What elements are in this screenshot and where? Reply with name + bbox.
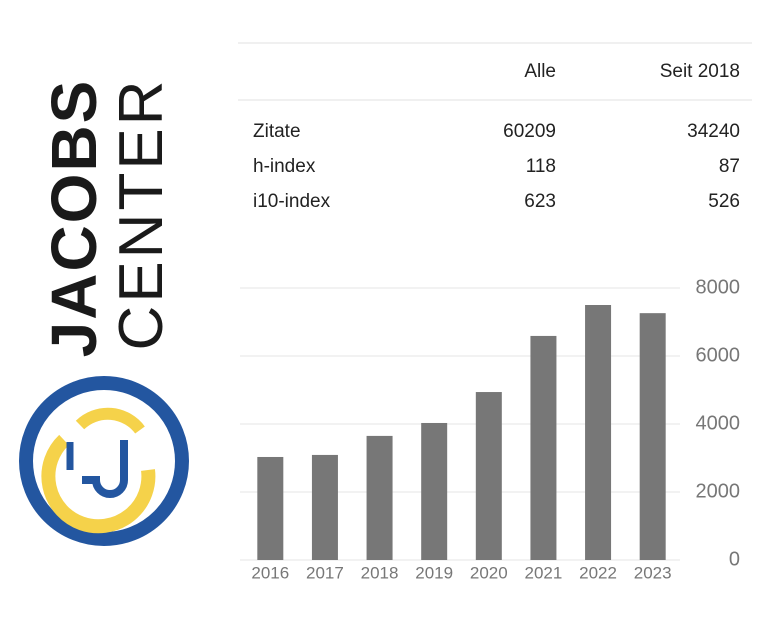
cell: 60209 — [503, 121, 556, 142]
column-header: Alle — [524, 61, 556, 82]
logo-j — [82, 440, 128, 498]
cell: 526 — [708, 191, 740, 212]
logo-ring — [19, 376, 189, 546]
bar — [530, 335, 557, 560]
bar — [421, 422, 448, 560]
row-label: Zitate — [253, 121, 301, 142]
y-tick-label: 6000 — [696, 344, 741, 366]
y-tick-label: 0 — [729, 548, 740, 570]
column-header: Seit 2018 — [660, 61, 740, 82]
x-tick-label: 2016 — [251, 563, 289, 582]
cell: 118 — [526, 156, 556, 177]
chart: 0 2000 4000 6000 8000 2016 2017 2018 2019 2020 202… — [240, 276, 740, 582]
logo-arc — [41, 434, 156, 534]
x-tick-label: 2021 — [525, 563, 563, 582]
x-tick-label: 2019 — [415, 563, 453, 582]
row-label: i10-index — [253, 191, 331, 212]
logo-line2: CENTER — [107, 78, 176, 351]
x-tick-label: 2022 — [579, 563, 617, 582]
y-tick-label: 2000 — [696, 480, 741, 502]
cell: 87 — [719, 156, 740, 177]
bar — [366, 435, 393, 560]
logo: JACOBS CENTER — [19, 78, 189, 546]
bar — [257, 456, 284, 560]
x-tick-label: 2020 — [470, 563, 508, 582]
table: Alle Seit 2018 Zitate 60209 34240 h-inde… — [238, 42, 752, 212]
logo-line1: JACOBS — [38, 79, 110, 358]
x-tick-label: 2017 — [306, 563, 344, 582]
bar — [475, 392, 502, 560]
row-label: h-index — [253, 156, 316, 177]
y-tick-label: 4000 — [696, 412, 741, 434]
x-tick-label: 2023 — [634, 563, 672, 582]
bar — [585, 305, 612, 560]
bar — [311, 454, 338, 560]
logo-arc — [75, 407, 145, 434]
y-tick-label: 8000 — [696, 276, 741, 298]
x-tick-label: 2018 — [361, 563, 399, 582]
bar — [639, 313, 666, 560]
cell: 623 — [524, 191, 556, 212]
cell: 34240 — [687, 121, 740, 142]
